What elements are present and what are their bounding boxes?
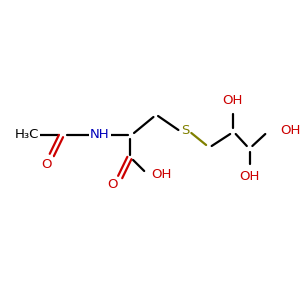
Text: O: O xyxy=(41,158,52,170)
Text: OH: OH xyxy=(280,124,300,137)
Text: OH: OH xyxy=(239,170,260,184)
Text: O: O xyxy=(107,178,118,191)
Text: S: S xyxy=(181,124,189,137)
Text: H₃C: H₃C xyxy=(15,128,39,142)
Text: OH: OH xyxy=(223,94,243,107)
Text: OH: OH xyxy=(152,169,172,182)
Text: NH: NH xyxy=(90,128,110,140)
